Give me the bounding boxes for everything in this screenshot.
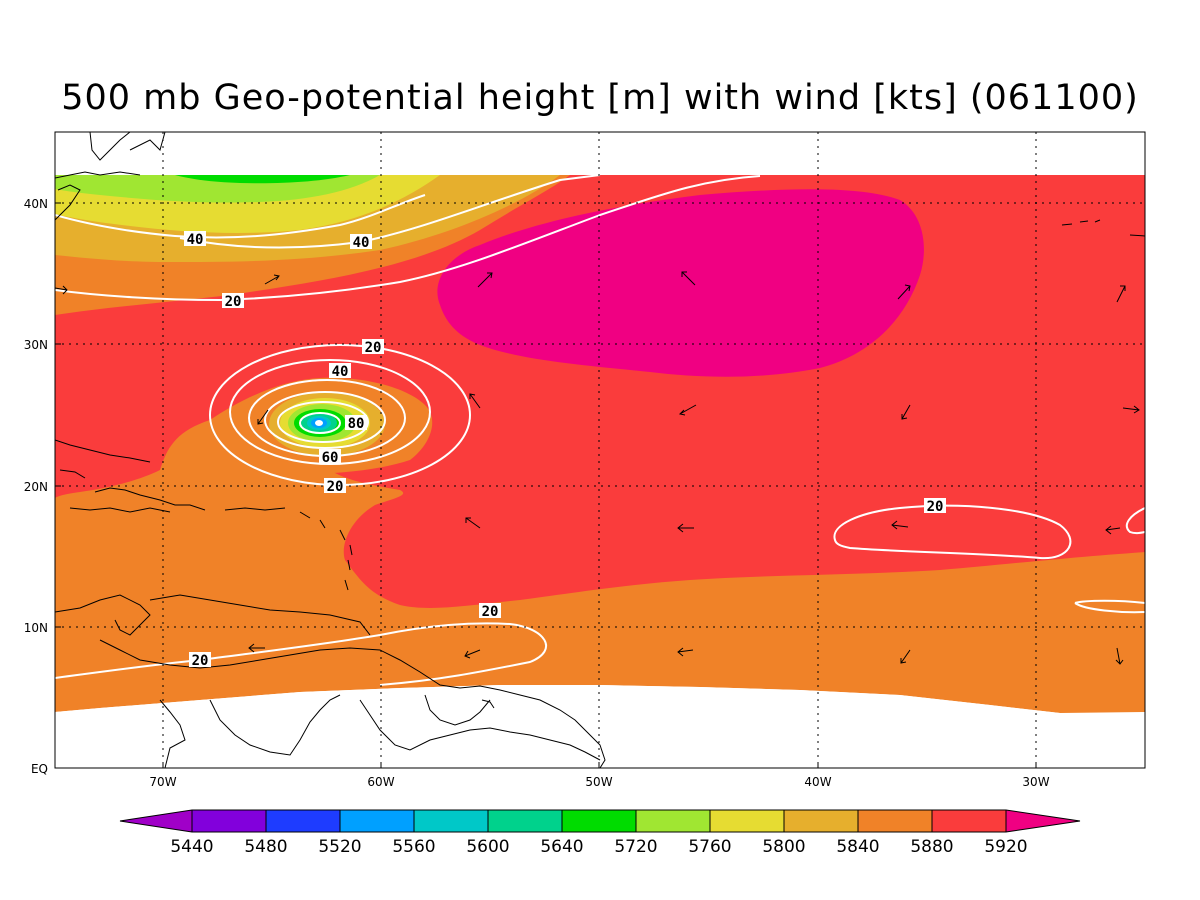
- colorbar-swatch: [340, 810, 414, 832]
- wind-vectors: [55, 271, 1140, 665]
- map-title: 500 mb Geo-potential height [m] with win…: [61, 78, 1139, 118]
- lon-label-50w: 50W: [585, 775, 612, 789]
- lon-label-40w: 40W: [804, 775, 831, 789]
- colorbar-label: 5920: [984, 837, 1027, 857]
- colorbar-label: 5640: [540, 837, 583, 857]
- coastlines: [55, 132, 1145, 768]
- lat-label-30n: 30N: [24, 338, 48, 352]
- contour-label: 20: [327, 479, 344, 495]
- height-field: [55, 132, 1145, 768]
- colorbar-swatch: [414, 810, 488, 832]
- colorbar-swatch: [784, 810, 858, 832]
- colorbar-label: 5480: [244, 837, 287, 857]
- colorbar: 5440 5480 5520 5560 5600 5640 5720 5760 …: [119, 809, 1081, 857]
- axis-ticks: [55, 202, 1037, 768]
- colorbar-label: 5720: [614, 837, 657, 857]
- contour-label: 20: [192, 653, 209, 669]
- lat-label-eq: EQ: [31, 762, 48, 776]
- colorbar-swatch: [192, 810, 266, 832]
- lon-label-70w: 70W: [149, 775, 176, 789]
- colorbar-label: 5840: [836, 837, 879, 857]
- contour-label: 80: [348, 416, 365, 432]
- colorbar-swatch: [488, 810, 562, 832]
- colorbar-label: 5880: [910, 837, 953, 857]
- contour-label: 20: [482, 604, 499, 620]
- colorbar-swatch: [562, 810, 636, 832]
- colorbar-label: 5800: [762, 837, 805, 857]
- contour-label: 60: [322, 450, 339, 466]
- colorbar-high-arrow: [1006, 810, 1080, 832]
- lat-label-10n: 10N: [24, 621, 48, 635]
- colorbar-swatch: [932, 810, 1006, 832]
- colorbar-low-arrow: [120, 810, 192, 832]
- colorbar-swatch: [858, 810, 932, 832]
- colorbar-swatch: [266, 810, 340, 832]
- contour-label: 40: [332, 364, 349, 380]
- colorbar-label: 5560: [392, 837, 435, 857]
- contour-label: 20: [225, 294, 242, 310]
- contour-label: 40: [353, 235, 370, 251]
- colorbar-label: 5440: [170, 837, 213, 857]
- missing-data-area: [55, 685, 1145, 768]
- contour-label: 40: [187, 232, 204, 248]
- lon-label-30w: 30W: [1022, 775, 1049, 789]
- cyclone-center: [315, 420, 323, 426]
- field-5720: [175, 175, 350, 184]
- graticule: [55, 132, 1145, 768]
- lat-label-40n: 40N: [24, 197, 48, 211]
- colorbar-swatch: [636, 810, 710, 832]
- contour-label: 20: [927, 499, 944, 515]
- colorbar-label: 5760: [688, 837, 731, 857]
- colorbar-label: 5520: [318, 837, 361, 857]
- colorbar-swatch: [710, 810, 784, 832]
- map-frame: [54, 131, 1146, 769]
- lat-label-20n: 20N: [24, 480, 48, 494]
- contour-labels: 40 40 20 20 40 80 60 20 20 20 20: [184, 231, 946, 669]
- contour-label: 20: [365, 340, 382, 356]
- colorbar-label: 5600: [466, 837, 509, 857]
- field-high: [437, 189, 924, 377]
- lon-label-60w: 60W: [367, 775, 394, 789]
